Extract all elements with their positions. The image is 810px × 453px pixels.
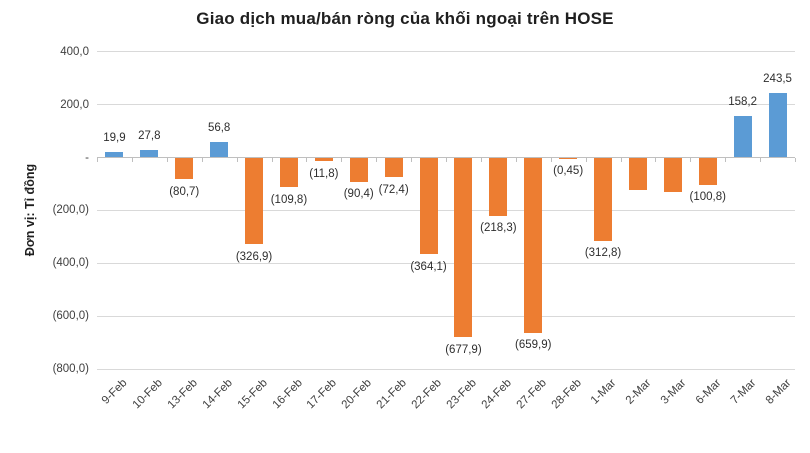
data-label: (364,1) bbox=[410, 260, 447, 273]
axis-tick bbox=[271, 157, 273, 162]
x-tick-label: 16-Feb bbox=[270, 377, 305, 412]
bar-17-Feb bbox=[314, 158, 333, 162]
data-label: (100,8) bbox=[689, 191, 726, 204]
x-tick-label: 3-Mar bbox=[658, 377, 689, 407]
axis-tick bbox=[655, 157, 657, 162]
data-label: (677,9) bbox=[445, 343, 482, 356]
bar-27-Feb bbox=[524, 158, 543, 333]
bar-13-Feb bbox=[175, 158, 194, 180]
gridline bbox=[97, 262, 795, 264]
gridline bbox=[97, 51, 795, 53]
axis-tick bbox=[760, 157, 762, 162]
y-tick-label: (200,0) bbox=[52, 204, 89, 217]
chart-title: Giao dịch mua/bán ròng của khối ngoại tr… bbox=[196, 9, 614, 28]
x-tick-label: 21-Feb bbox=[374, 377, 410, 412]
bar-22-Feb bbox=[419, 158, 438, 255]
bar-9-Feb bbox=[105, 152, 124, 158]
data-label: (659,9) bbox=[515, 339, 552, 352]
bar-20-Feb bbox=[349, 158, 368, 182]
bar-2-Mar bbox=[628, 158, 647, 190]
x-tick-label: 8-Mar bbox=[763, 377, 794, 407]
axis-tick bbox=[131, 157, 133, 162]
axis-tick bbox=[725, 157, 727, 162]
axis-tick bbox=[376, 157, 378, 162]
axis-tick bbox=[795, 157, 796, 162]
x-tick-label: 13-Feb bbox=[165, 377, 200, 412]
x-tick-label: 9-Feb bbox=[100, 377, 130, 407]
x-tick-label: 23-Feb bbox=[444, 377, 479, 412]
data-label: 27,8 bbox=[138, 130, 161, 143]
gridline bbox=[97, 315, 795, 317]
bar-6-Mar bbox=[698, 158, 717, 185]
bar-10-Feb bbox=[140, 150, 159, 158]
x-tick-label: 2-Mar bbox=[623, 377, 654, 407]
axis-tick bbox=[166, 157, 168, 162]
y-tick-label: 200,0 bbox=[60, 98, 89, 111]
axis-tick bbox=[480, 157, 482, 162]
data-label: (218,3) bbox=[480, 222, 517, 235]
x-tick-label: 20-Feb bbox=[339, 377, 375, 412]
data-label: 19,9 bbox=[103, 132, 126, 145]
x-tick-label: 27-Feb bbox=[514, 377, 549, 412]
x-tick-label: 1-Mar bbox=[588, 377, 619, 407]
axis-tick bbox=[97, 157, 98, 162]
x-tick-label: 15-Feb bbox=[235, 377, 270, 412]
x-tick-label: 28-Feb bbox=[549, 377, 584, 412]
x-tick-label: 14-Feb bbox=[200, 377, 235, 412]
bar-14-Feb bbox=[210, 142, 229, 158]
bar-8-Mar bbox=[768, 93, 787, 158]
data-label: 243,5 bbox=[763, 73, 792, 86]
axis-tick bbox=[550, 157, 552, 162]
bar-7-Mar bbox=[733, 115, 752, 158]
y-tick-label: (600,0) bbox=[52, 310, 89, 323]
data-label: (90,4) bbox=[343, 188, 374, 201]
bar-23-Feb bbox=[454, 158, 473, 338]
data-label: (0,45) bbox=[553, 164, 584, 177]
x-tick-label: 10-Feb bbox=[130, 377, 165, 412]
y-tick-label: (400,0) bbox=[52, 257, 89, 270]
data-label: (326,9) bbox=[235, 250, 273, 263]
y-tick-label: (800,0) bbox=[52, 363, 89, 376]
gridline bbox=[97, 104, 795, 106]
axis-tick bbox=[236, 157, 238, 162]
data-label: (80,7) bbox=[169, 185, 200, 198]
axis-tick bbox=[446, 157, 447, 162]
bar-15-Feb bbox=[245, 158, 264, 245]
data-label: (11,8) bbox=[309, 167, 339, 180]
axis-tick bbox=[515, 157, 517, 162]
axis-tick bbox=[341, 157, 343, 162]
data-label: (312,8) bbox=[584, 247, 622, 260]
bar-21-Feb bbox=[384, 158, 403, 178]
axis-tick bbox=[201, 157, 203, 162]
data-label: 158,2 bbox=[728, 95, 758, 108]
x-tick-label: 24-Feb bbox=[479, 377, 514, 412]
axis-tick bbox=[690, 157, 692, 162]
gridline bbox=[97, 368, 795, 370]
bar-16-Feb bbox=[279, 158, 298, 188]
bar-1-Mar bbox=[594, 158, 613, 241]
bar-3-Mar bbox=[663, 158, 682, 192]
bar-24-Feb bbox=[489, 158, 508, 216]
x-tick-label: 17-Feb bbox=[305, 377, 340, 412]
axis-tick bbox=[585, 157, 587, 162]
axis-tick bbox=[411, 157, 413, 162]
axis-tick bbox=[620, 157, 622, 162]
y-tick-label: - bbox=[85, 151, 89, 164]
gridline bbox=[97, 209, 795, 211]
x-tick-label: 7-Mar bbox=[728, 377, 759, 407]
data-label: (72,4) bbox=[378, 183, 409, 196]
x-tick-label: 6-Mar bbox=[693, 377, 724, 407]
data-label: (109,8) bbox=[270, 193, 308, 206]
y-tick-label: 400,0 bbox=[60, 45, 89, 58]
x-tick-label: 22-Feb bbox=[409, 377, 445, 412]
data-label: 56,8 bbox=[207, 122, 231, 135]
axis-tick bbox=[306, 157, 308, 162]
